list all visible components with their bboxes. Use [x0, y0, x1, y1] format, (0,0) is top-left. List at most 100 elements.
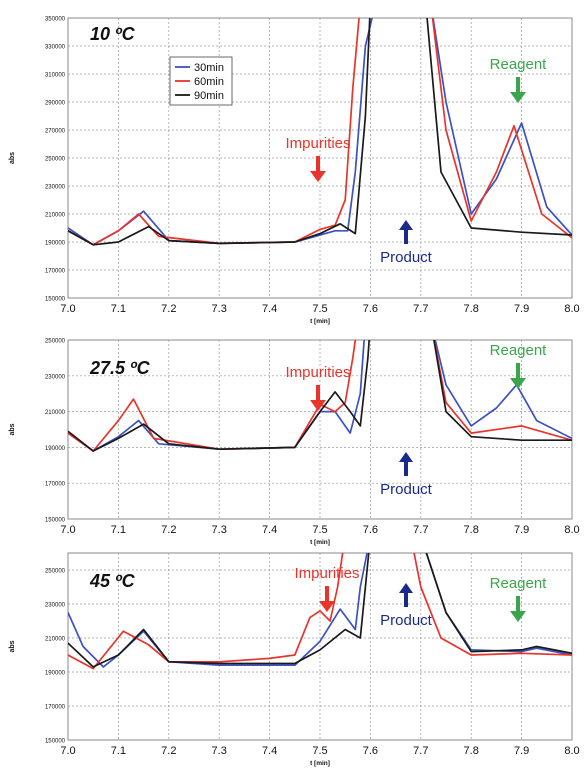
x-tick-label: 7.6: [363, 303, 378, 315]
x-tick-label: 7.2: [161, 745, 176, 757]
legend: 30min 60min 90min: [169, 56, 233, 106]
x-tick-label: 7.8: [464, 745, 479, 757]
annotation-prod: Product: [380, 220, 433, 266]
arrow-up-icon: [399, 583, 413, 593]
x-tick-label: 7.5: [312, 524, 327, 536]
x-tick-label: 7.6: [363, 524, 378, 536]
x-tick-label: 8.0: [564, 524, 579, 536]
x-tick-label: 7.7: [413, 745, 428, 757]
arrow-down-icon: [310, 171, 326, 182]
series-line-60min: [68, 18, 572, 246]
annotation-rea: Reagent: [490, 56, 548, 103]
annotation-label: Impurities: [294, 565, 359, 582]
x-tick-label: 7.4: [262, 524, 277, 536]
annotation-imp: Impurities: [285, 364, 351, 411]
arrow-down-icon: [510, 378, 526, 389]
legend-entry: 60min: [194, 76, 224, 88]
series-line-90min: [68, 18, 572, 246]
x-axis-label: t [min]: [310, 539, 330, 546]
x-tick-label: 8.0: [564, 745, 579, 757]
x-tick-label: 7.5: [312, 303, 327, 315]
annotation-label: Product: [380, 612, 433, 629]
x-tick-label: 7.8: [464, 303, 479, 315]
chart-panel-3: 7.0 7.1 7.2 7.3 7.4 7.5 7.6 7.7 7.8 7.9 8.0 150000 1…: [9, 552, 580, 767]
annotation-label: Impurities: [285, 364, 350, 381]
arrow-down-icon: [510, 611, 526, 622]
y-tick-label: 350000: [45, 17, 66, 23]
legend-entry: 30min: [194, 62, 224, 74]
x-tick-label: 7.1: [111, 303, 126, 315]
x-tick-label: 7.0: [60, 524, 75, 536]
series-line-30min: [68, 18, 572, 246]
x-axis-label: t [min]: [310, 318, 330, 325]
annotation-imp: Impurities: [285, 135, 351, 182]
x-axis-label: t [min]: [310, 760, 330, 767]
y-tick-label: 190000: [45, 446, 66, 452]
x-tick-label: 7.3: [212, 745, 227, 757]
y-tick-label: 190000: [45, 241, 66, 247]
annotation-rea: Reagent: [490, 342, 548, 389]
series-line-60min: [68, 553, 572, 670]
arrow-up-icon: [399, 220, 413, 230]
y-axis-label: abs: [9, 640, 16, 652]
y-tick-label: 170000: [45, 482, 66, 488]
series-line-30min: [68, 340, 572, 452]
y-axis-label: abs: [9, 152, 16, 164]
y-tick-label: 250000: [45, 157, 66, 163]
arrow-up-icon: [399, 452, 413, 462]
annotation-label: Impurities: [285, 135, 350, 152]
x-tick-label: 7.1: [111, 745, 126, 757]
x-tick-label: 7.6: [363, 745, 378, 757]
x-tick-label: 7.5: [312, 745, 327, 757]
y-tick-label: 190000: [45, 671, 66, 677]
arrow-down-icon: [319, 601, 335, 612]
chart-panel-2: 7.0 7.1 7.2 7.3 7.4 7.5 7.6 7.7 7.8 7.9 8.0 150000 1…: [9, 339, 580, 547]
y-tick-label: 210000: [45, 213, 66, 219]
y-tick-label: 310000: [45, 73, 66, 79]
y-tick-label: 150000: [45, 297, 66, 303]
y-axis-label: abs: [9, 423, 16, 435]
annotation-prod: Product: [380, 452, 433, 498]
y-tick-label: 150000: [45, 739, 66, 745]
chart-panels: 7.0 7.1 7.2 7.3 7.4 7.5 7.6 7.7 7.8 7.9 8.0 150000 1…: [9, 17, 580, 768]
x-tick-label: 7.3: [212, 524, 227, 536]
annotation-label: Product: [380, 481, 433, 498]
y-tick-label: 230000: [45, 603, 66, 609]
legend-entry: 90min: [194, 90, 224, 102]
x-tick-label: 7.4: [262, 745, 277, 757]
x-tick-label: 7.0: [60, 745, 75, 757]
y-tick-label: 210000: [45, 637, 66, 643]
y-tick-label: 330000: [45, 45, 66, 51]
annotation-label: Product: [380, 249, 433, 266]
series-line-90min: [68, 340, 572, 452]
y-tick-label: 250000: [45, 339, 66, 345]
y-tick-label: 210000: [45, 410, 66, 416]
annotation-label: Reagent: [490, 342, 548, 359]
x-tick-label: 7.4: [262, 303, 277, 315]
chart-panel-1: 7.0 7.1 7.2 7.3 7.4 7.5 7.6 7.7 7.8 7.9 8.0 150000 1…: [9, 17, 580, 326]
y-tick-label: 170000: [45, 705, 66, 711]
panel-title: 45 ºC: [89, 571, 136, 591]
x-tick-label: 7.1: [111, 524, 126, 536]
y-tick-label: 230000: [45, 374, 66, 380]
arrow-down-icon: [310, 400, 326, 411]
y-tick-label: 250000: [45, 569, 66, 575]
x-tick-label: 8.0: [564, 303, 579, 315]
annotation-label: Reagent: [490, 575, 548, 592]
annotation-imp: Impurities: [294, 565, 360, 612]
annotation-label: Reagent: [490, 56, 548, 73]
panel-title: 27.5 ºC: [89, 358, 151, 378]
x-tick-label: 7.8: [464, 524, 479, 536]
y-tick-label: 170000: [45, 269, 66, 275]
arrow-down-icon: [510, 92, 526, 103]
x-tick-label: 7.2: [161, 303, 176, 315]
annotation-rea: Reagent: [490, 575, 548, 622]
x-tick-label: 7.2: [161, 524, 176, 536]
y-tick-label: 290000: [45, 101, 66, 107]
y-tick-label: 270000: [45, 129, 66, 135]
x-tick-label: 7.9: [514, 524, 529, 536]
x-tick-label: 7.9: [514, 745, 529, 757]
series-line-90min: [68, 553, 572, 668]
panel-title: 10 ºC: [90, 24, 136, 44]
